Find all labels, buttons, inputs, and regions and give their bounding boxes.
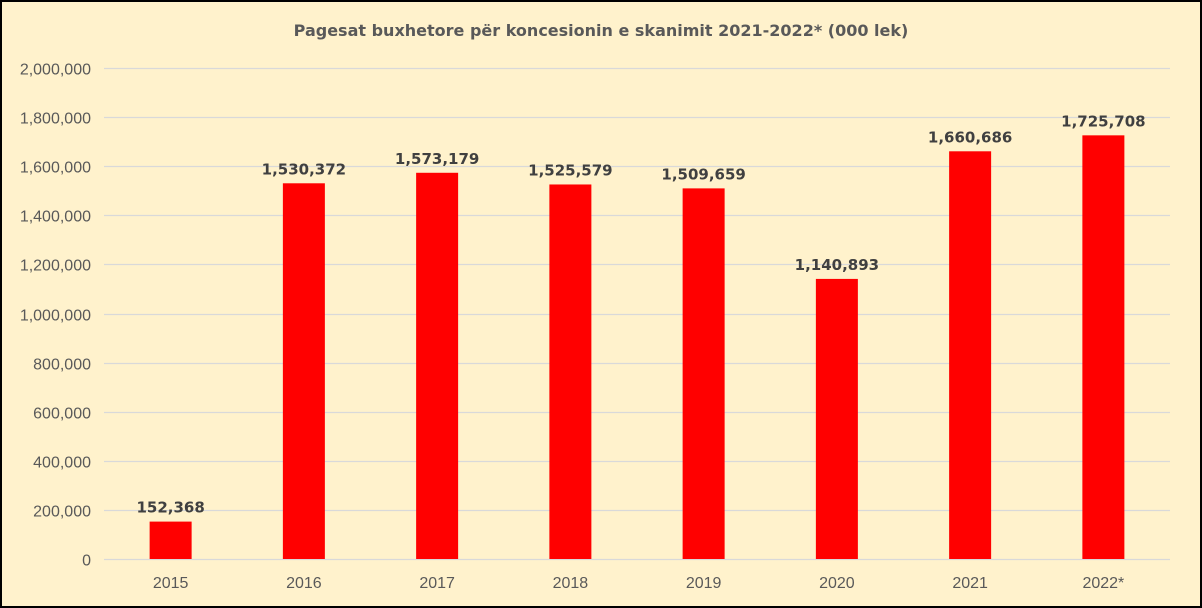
bar-2019 [682,188,725,559]
data-labels: 152,368 1,530,372 1,573,179 1,525,579 1,509,… [136,112,1145,516]
gridlines [104,67,1170,561]
data-label: 1,525,579 [528,161,612,179]
y-tick-label: 1,600,000 [20,160,91,177]
data-label: 1,725,708 [1061,112,1145,130]
x-tick-label: 2019 [686,575,722,592]
y-tick-label: 1,800,000 [20,111,91,128]
data-label: 1,140,893 [795,256,879,274]
chart-title: Pagesat buxhetore për koncesionin e skan… [293,21,909,40]
y-tick-label: 1,000,000 [20,308,91,325]
y-tick-label: 600,000 [33,406,91,423]
x-tick-label: 2017 [419,575,455,592]
data-label: 1,509,659 [661,165,745,183]
x-tick-label: 2016 [286,575,322,592]
data-label: 1,530,372 [262,160,346,178]
x-tick-label: 2015 [153,575,189,592]
bar-2020 [815,278,858,559]
bars [149,135,1125,560]
bar-2016 [282,183,325,559]
y-tick-label: 1,200,000 [20,258,91,275]
bar-2022 [1082,135,1125,559]
y-tick-label: 2,000,000 [20,62,91,79]
y-tick-label: 1,400,000 [20,209,91,226]
x-tick-label: 2021 [952,575,988,592]
x-tick-label: 2018 [553,575,589,592]
data-label: 1,660,686 [928,128,1012,146]
bar-2021 [949,151,992,560]
x-tick-label: 2022* [1082,575,1124,592]
y-axis-tick-labels: 0 200,000 400,000 600,000 800,000 1,000,000 1,… [20,62,91,570]
bar-2018 [549,184,592,560]
y-tick-label: 400,000 [33,455,91,472]
bar-2015 [149,521,192,559]
y-tick-label: 800,000 [33,357,91,374]
data-label: 152,368 [136,499,204,517]
data-label: 1,573,179 [395,150,479,168]
bar-2017 [416,172,459,560]
x-axis-tick-labels: 2015 2016 2017 2018 2019 2020 2021 2022* [153,575,1124,592]
y-tick-label: 0 [82,553,91,570]
x-tick-label: 2020 [819,575,855,592]
y-tick-label: 200,000 [33,504,91,521]
